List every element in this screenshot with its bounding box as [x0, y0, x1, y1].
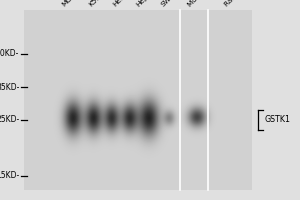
Text: MCF7: MCF7: [60, 0, 79, 8]
Text: GSTK1: GSTK1: [265, 116, 291, 124]
Text: 25KD-: 25KD-: [0, 116, 20, 124]
Text: K562: K562: [87, 0, 105, 8]
Text: 15KD-: 15KD-: [0, 171, 20, 180]
Text: Rat liver: Rat liver: [224, 0, 249, 8]
Text: SW620: SW620: [160, 0, 182, 8]
Text: HepG2: HepG2: [135, 0, 157, 8]
Text: Mouse kidney: Mouse kidney: [187, 0, 227, 8]
Text: 40KD-: 40KD-: [0, 49, 20, 58]
Text: 35KD-: 35KD-: [0, 83, 20, 92]
Text: HeLa: HeLa: [111, 0, 128, 8]
